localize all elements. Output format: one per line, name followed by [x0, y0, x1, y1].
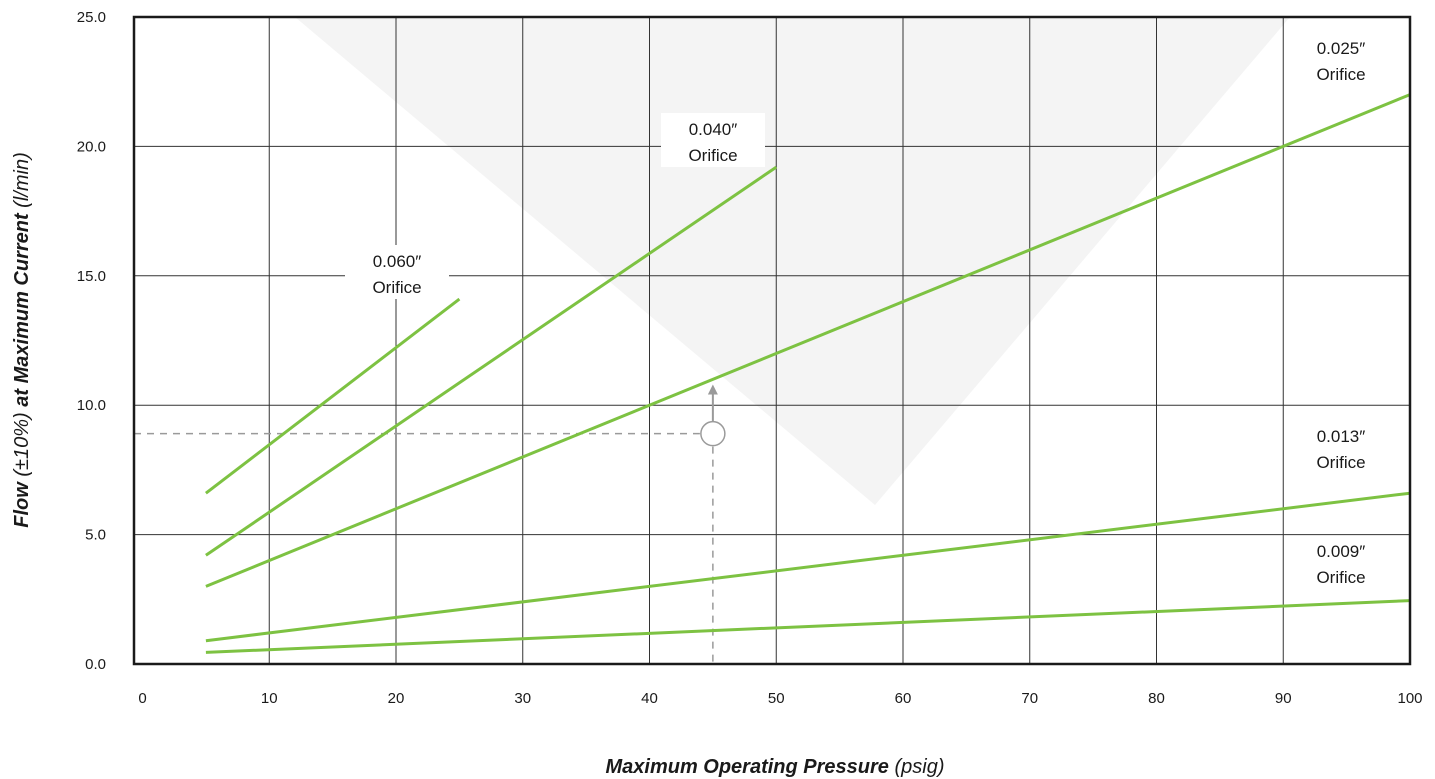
series-label: 0.040″	[689, 120, 738, 139]
background-watermark	[295, 17, 1290, 505]
x-tick-label: 40	[641, 690, 658, 707]
x-tick-label: 60	[895, 690, 912, 707]
x-tick-labels: 0 10 20 30 40 50 60 70 80 90 100	[138, 690, 1422, 707]
series-label: Orifice	[1316, 453, 1365, 472]
x-tick-label: 90	[1275, 690, 1292, 707]
x-axis-title: Maximum Operating Pressure (psig)	[605, 756, 944, 778]
series-label: Orifice	[1316, 568, 1365, 587]
x-tick-label: 50	[768, 690, 785, 707]
series-labels: 0.060″ Orifice 0.040″ Orifice 0.025″ Orifice 0…	[345, 39, 1366, 587]
y-axis-title-unit: (l/min)	[11, 152, 33, 213]
x-tick-label: 100	[1397, 690, 1422, 707]
series-label: Orifice	[372, 278, 421, 297]
series-label-background	[661, 113, 765, 167]
example-lookup-annotation	[134, 384, 726, 664]
series-label: Orifice	[1316, 65, 1365, 84]
series-line	[205, 93, 1411, 588]
series-line	[205, 491, 1411, 643]
series-lines	[204, 93, 1411, 654]
y-tick-labels: 0.0 5.0 10.0 15.0 20.0 25.0	[77, 9, 106, 673]
series-label-background	[345, 245, 449, 299]
x-tick-label: 30	[514, 690, 531, 707]
x-tick-label: 0	[138, 690, 146, 707]
x-tick-label: 70	[1021, 690, 1038, 707]
grid	[134, 17, 1410, 664]
series-label: 0.025″	[1317, 39, 1366, 58]
y-axis-title-tolerance: (±10%)	[11, 407, 33, 482]
y-tick-label: 10.0	[77, 397, 106, 414]
lookup-arrow-head	[707, 384, 718, 395]
y-tick-label: 0.0	[85, 656, 106, 673]
series-label: 0.013″	[1317, 427, 1366, 446]
x-tick-label: 80	[1148, 690, 1165, 707]
y-axis-title: Flow (±10%) at Maximum Current (l/min)	[11, 152, 33, 527]
y-tick-label: 15.0	[77, 268, 106, 285]
y-tick-label: 20.0	[77, 138, 106, 155]
y-tick-label: 25.0	[77, 9, 106, 26]
y-axis-title-flow: Flow	[11, 481, 33, 528]
series-label: Orifice	[688, 146, 737, 165]
series-label: 0.009″	[1317, 542, 1366, 561]
x-axis-title-main: Maximum Operating Pressure	[605, 756, 888, 778]
y-tick-label: 5.0	[85, 527, 106, 544]
x-tick-label: 10	[261, 690, 278, 707]
plot-frame	[132, 15, 1412, 666]
x-axis-title-unit: (psig)	[889, 756, 945, 778]
lookup-point	[700, 420, 726, 447]
series-line	[205, 165, 778, 557]
x-tick-label: 20	[388, 690, 405, 707]
series-line	[204, 297, 461, 495]
series-label: 0.060″	[373, 252, 422, 271]
y-axis-title-main: at Maximum Current	[11, 212, 33, 407]
series-line	[205, 599, 1411, 654]
